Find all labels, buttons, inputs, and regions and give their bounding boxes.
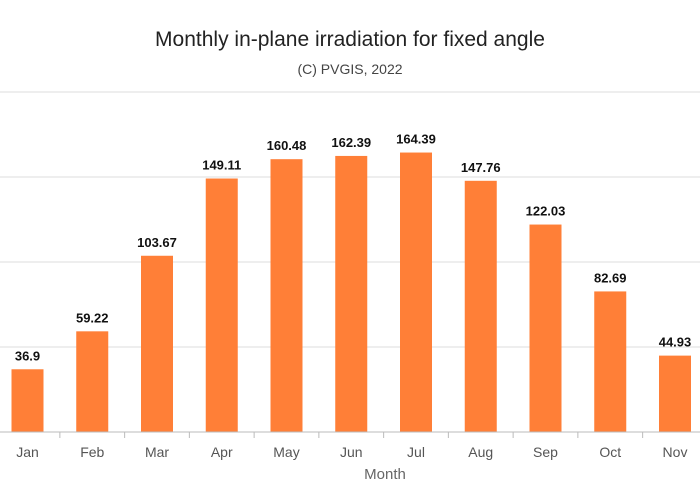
bar-jan [11, 369, 44, 432]
tick-label-mar: Mar [145, 444, 169, 460]
x-axis-tick-labels: Jan Feb Mar Apr May Jun Jul Aug Sep Oct Nov [16, 444, 687, 460]
bar-jun [335, 155, 368, 432]
bar-nov [659, 355, 691, 432]
bars [11, 152, 691, 433]
bar-mar [141, 255, 173, 432]
tick-label-may: May [273, 444, 299, 460]
tick-label-sep: Sep [533, 444, 558, 460]
data-label-mar: 103.67 [137, 235, 177, 250]
bar-aug [464, 180, 497, 432]
data-label-aug: 147.76 [461, 160, 501, 175]
data-label-nov: 44.93 [659, 335, 692, 350]
chart-title: Monthly in-plane irradiation for fixed a… [155, 28, 545, 51]
data-label-sep: 122.03 [526, 204, 566, 219]
data-label-jan: 36.9 [15, 348, 40, 363]
tick-label-nov: Nov [663, 444, 688, 460]
chart-subtitle: (C) PVGIS, 2022 [297, 61, 403, 77]
tick-label-aug: Aug [468, 444, 493, 460]
bar-may [270, 159, 303, 432]
bar-feb [76, 331, 109, 432]
tick-label-oct: Oct [599, 444, 621, 460]
tick-label-jan: Jan [16, 444, 39, 460]
tick-label-apr: Apr [211, 444, 233, 460]
data-label-oct: 82.69 [594, 270, 627, 285]
data-label-may: 160.48 [267, 138, 307, 153]
x-axis-title: Month [364, 466, 406, 483]
tick-label-jun: Jun [340, 444, 363, 460]
data-label-jun: 162.39 [331, 135, 371, 150]
data-label-apr: 149.11 [202, 158, 241, 173]
tick-label-jul: Jul [407, 444, 425, 460]
bar-oct [594, 291, 627, 432]
bar-jul [400, 152, 432, 433]
tick-label-feb: Feb [80, 444, 104, 460]
data-labels: 36.9 59.22 103.67 149.11 160.48 162.39 164.39 1… [15, 132, 691, 364]
data-label-feb: 59.22 [76, 310, 109, 325]
bar-apr [205, 178, 238, 432]
data-label-jul: 164.39 [396, 132, 436, 147]
x-axis-ticks [59, 432, 644, 438]
bar-sep [529, 224, 562, 432]
